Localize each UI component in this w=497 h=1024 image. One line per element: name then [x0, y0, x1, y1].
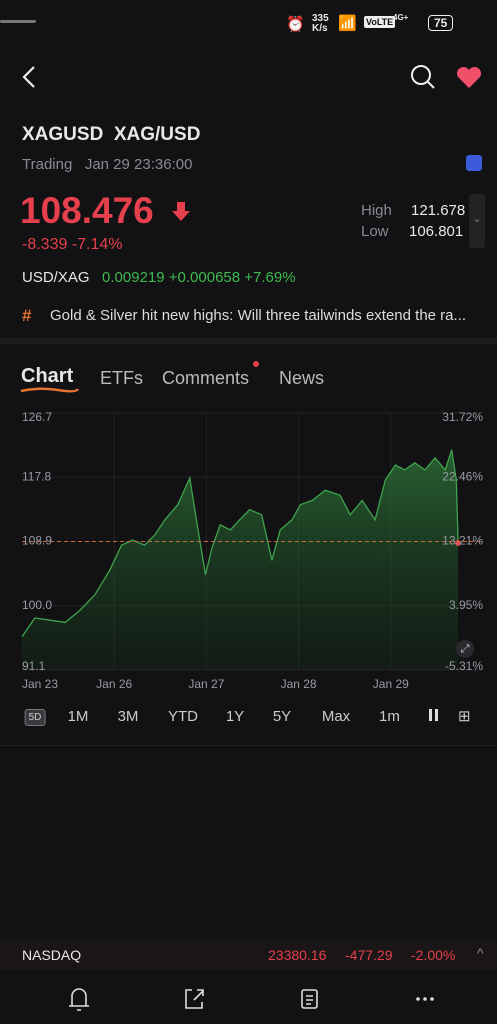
layout-button[interactable]: ⊞	[458, 708, 471, 725]
share-button[interactable]	[185, 989, 204, 1009]
speed: 335	[312, 13, 329, 24]
title: XAGUSD XAG/USD	[22, 124, 200, 146]
y-tick-label: 126.7	[22, 410, 52, 424]
globe-icon[interactable]	[466, 155, 482, 171]
news-banner[interactable]: # Gold & Silver hit new highs: Will thre…	[0, 298, 497, 338]
period-selector: 5D 1M 3M YTD 1Y 5Y Max 1m	[0, 702, 497, 730]
inverse-value: 0.009219	[102, 269, 165, 286]
alarm-icon: ⏰	[286, 16, 305, 33]
change-pct: -7.14%	[71, 236, 123, 253]
y-tick-label: 117.8	[22, 469, 51, 483]
notes-button[interactable]	[301, 989, 318, 1009]
favorite-button[interactable]	[455, 66, 483, 90]
low: 106.801	[409, 223, 464, 240]
high-label: High	[361, 202, 392, 219]
chart-type-button[interactable]	[427, 708, 441, 722]
period-button[interactable]: 1Y	[225, 708, 245, 725]
datetime: Jan 29 23:36:00	[84, 156, 193, 173]
period-button[interactable]: 3M	[117, 708, 139, 725]
change: -8.339	[22, 236, 68, 253]
battery: 75	[428, 15, 454, 31]
wifi-icon: 📶	[338, 15, 357, 32]
more-button[interactable]	[416, 997, 434, 1001]
x-tick-label: Jan 23	[22, 677, 58, 691]
news-text: Gold & Silver hit new highs: Will three …	[50, 307, 467, 324]
y2-tick-label: 31.72%	[442, 410, 483, 424]
area	[22, 449, 459, 670]
x-tick-label: Jan 26	[96, 677, 132, 691]
alert-button[interactable]	[69, 988, 89, 1011]
y2-tick-label: 13.21%	[442, 534, 483, 548]
trade-status: Trading Jan 29 23:36:00	[22, 156, 192, 173]
y2-tick-label: 22.46%	[442, 469, 483, 483]
fullscreen-button[interactable]: ⤢	[456, 640, 474, 658]
back-button[interactable]	[18, 64, 42, 90]
tab[interactable]: Chart	[21, 365, 74, 387]
search-button[interactable]	[410, 64, 436, 90]
y2-tick-label: 3.95%	[449, 598, 483, 612]
y2-tick-label: -5.31%	[445, 659, 483, 673]
period-button[interactable]: Max	[321, 708, 351, 725]
ticker-pct: -2.00%	[411, 947, 456, 963]
ticker-name: NASDAQ	[22, 947, 82, 963]
x-tick-label: Jan 29	[373, 677, 409, 691]
symbol-name: XAG/USD	[113, 124, 201, 145]
period-button[interactable]: 1m	[379, 708, 400, 725]
price-line	[21, 449, 459, 638]
period-button[interactable]: 1M	[67, 708, 89, 725]
tab[interactable]: ETFs	[100, 368, 143, 388]
status: Trading	[22, 156, 73, 173]
price-chart: 126.7 117.8 108.9 100.0 91.1 31.72% 22.46% 13.2…	[21, 410, 483, 691]
ticker-price: 23380.16	[268, 947, 327, 963]
x-tick-label: Jan 27	[188, 677, 224, 691]
y-tick-label: 100.0	[22, 598, 52, 612]
volte: VoLTE	[364, 16, 396, 28]
status-indicator	[0, 20, 36, 23]
speed-unit: K/s	[312, 23, 328, 34]
symbol: XAGUSD	[22, 124, 104, 145]
price: 108.476	[20, 190, 154, 231]
period-button[interactable]: 5Y	[272, 708, 292, 725]
divider	[0, 745, 497, 746]
period-button[interactable]: YTD	[168, 708, 198, 725]
tab[interactable]: News	[279, 368, 325, 388]
bottom-nav	[69, 988, 434, 1011]
tab[interactable]: Comments	[162, 368, 250, 388]
ticker-expand: ^	[477, 945, 484, 961]
price-change: -8.339 -7.14%	[22, 236, 123, 254]
network: 4G+	[393, 13, 409, 22]
news-icon: #	[22, 306, 32, 325]
y-tick-label: 108.9	[22, 534, 52, 548]
net-speed: 335 K/s	[312, 14, 329, 34]
inverse-label: USD/XAG	[22, 269, 90, 286]
low-label: Low	[361, 223, 389, 240]
ticker-change: -477.29	[345, 947, 393, 963]
y-tick-label: 91.1	[22, 659, 46, 673]
notification-dot	[253, 361, 259, 367]
expand-button[interactable]: ⌄	[469, 194, 485, 248]
inverse-quote: USD/XAG 0.009219 +0.000658 +7.69%	[22, 269, 296, 286]
high: 121.678	[411, 202, 466, 219]
inverse-change: +0.000658	[168, 269, 241, 286]
down-arrow	[172, 202, 190, 221]
divider	[0, 338, 497, 344]
period-button[interactable]: 5D	[24, 709, 46, 726]
inverse-pct: +7.69%	[244, 269, 296, 286]
x-tick-label: Jan 28	[281, 677, 317, 691]
tab-underline	[20, 387, 80, 393]
ticker-bar[interactable]: NASDAQ 23380.16 -477.29 -2.00% ^	[0, 940, 497, 970]
